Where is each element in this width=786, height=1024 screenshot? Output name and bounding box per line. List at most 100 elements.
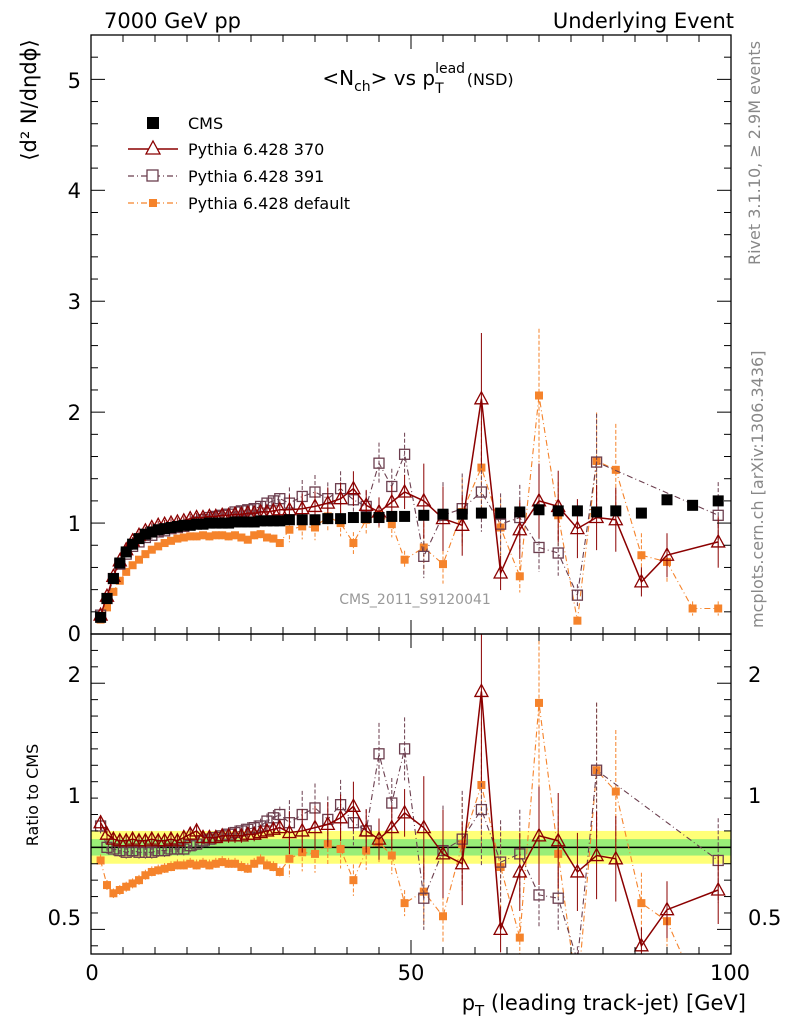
legend-entry-pythia-default: Pythia 6.428 default	[128, 194, 350, 213]
rivet-version-text: Rivet 3.1.10, ≥ 2.9M events	[745, 41, 764, 265]
main-point-pythia-6-428-default	[237, 533, 246, 542]
main-point-cms	[687, 499, 699, 511]
main-point-cms	[267, 515, 279, 527]
ratio-uncertainty-band	[91, 830, 731, 864]
ratio-point-pythia-6-428-default	[218, 858, 227, 867]
main-point-cms	[255, 515, 267, 527]
main-point-pythia-6-428-default	[688, 604, 697, 613]
title-sup-lead: lead	[435, 61, 465, 77]
main-point-pythia-6-428-default	[611, 465, 620, 474]
ratio-point-pythia-6-428-370	[473, 683, 489, 698]
main-point-pythia-6-428-default	[186, 532, 195, 541]
ratio-y-tick-2-right: 2	[748, 663, 761, 687]
main-point-pythia-6-428-default	[199, 531, 207, 540]
ratio-point-pythia-6-428-391	[146, 846, 158, 858]
main-point-pythia-6-428-370	[320, 494, 336, 509]
main-point-pythia-6-428-default	[263, 533, 271, 542]
ratio-point-pythia-6-428-370	[169, 832, 185, 847]
main-point-pythia-6-428-370	[272, 501, 288, 516]
ratio-point-pythia-6-428-370	[93, 814, 109, 829]
main-point-pythia-6-428-default	[439, 560, 447, 569]
legend: CMS Pythia 6.428 370 Pythia 6.428 391 Py…	[128, 114, 350, 213]
main-point-cms	[261, 515, 273, 527]
ratio-point-pythia-6-428-default	[135, 876, 143, 885]
main-point-cms	[437, 508, 449, 520]
ratio-y-tick-labels-left: 0.5 1 2	[48, 663, 81, 930]
title-sub-ch: ch	[354, 79, 371, 95]
main-point-cms	[133, 533, 145, 545]
main-point-pythia-6-428-370	[493, 564, 509, 579]
main-point-cms	[335, 513, 347, 525]
ratio-point-pythia-6-428-default	[269, 863, 278, 872]
main-point-cms	[661, 494, 673, 506]
x-tick-0: 0	[85, 961, 98, 985]
ratio-point-pythia-6-428-391	[533, 889, 545, 901]
main-point-pythia-6-428-370	[416, 492, 432, 507]
legend-label-pythia-391: Pythia 6.428 391	[188, 167, 324, 186]
ratio-point-pythia-6-428-370	[144, 830, 160, 845]
main-point-cms	[165, 522, 177, 534]
ratio-point-pythia-6-428-default	[128, 879, 137, 888]
main-point-pythia-6-428-391	[475, 486, 488, 498]
main-point-cms	[495, 507, 507, 519]
ratio-point-pythia-6-428-default	[173, 861, 182, 870]
ratio-point-pythia-6-428-default	[256, 856, 265, 865]
ratio-point-pythia-6-428-default	[192, 861, 201, 870]
main-point-pythia-6-428-default	[160, 539, 169, 548]
main-point-cms	[197, 518, 209, 530]
ratio-point-pythia-6-428-370	[176, 829, 192, 844]
main-point-cms	[610, 505, 622, 517]
main-point-pythia-6-428-391	[267, 495, 280, 507]
main-point-pythia-6-428-370	[608, 511, 624, 526]
main-point-pythia-6-428-default	[122, 567, 131, 576]
ratio-point-pythia-6-428-370	[384, 819, 400, 834]
main-point-cms	[274, 515, 286, 527]
legend-marker-cms	[147, 117, 159, 129]
main-point-pythia-6-428-370	[384, 493, 400, 508]
ratio-point-pythia-6-428-default	[231, 859, 239, 868]
ratio-point-pythia-6-428-default	[637, 899, 646, 908]
ratio-point-pythia-6-428-370	[569, 863, 585, 878]
ratio-point-pythia-6-428-391	[418, 892, 430, 904]
ratio-point-pythia-6-428-370	[589, 847, 605, 862]
ratio-point-pythia-6-428-default	[147, 867, 156, 876]
main-point-pythia-6-428-default	[592, 456, 601, 465]
ratio-point-pythia-6-428-370	[99, 825, 115, 840]
main-point-pythia-6-428-default	[147, 545, 156, 554]
main-point-cms	[712, 495, 724, 507]
main-point-pythia-6-428-default	[285, 525, 294, 534]
main-point-cms	[146, 526, 158, 538]
main-point-cms	[514, 506, 526, 518]
main-point-pythia-6-428-default	[387, 520, 396, 529]
main-point-pythia-6-428-default	[135, 555, 143, 564]
ratio-point-pythia-6-428-370	[182, 825, 198, 840]
main-point-cms	[139, 528, 151, 540]
main-point-pythia-6-428-default	[173, 534, 182, 543]
legend-label-pythia-default: Pythia 6.428 default	[188, 194, 350, 213]
ratio-point-pythia-6-428-default	[515, 933, 524, 942]
ratio-y-tick-05: 0.5	[48, 906, 81, 930]
main-point-pythia-6-428-391	[571, 589, 584, 601]
x-axis-title-main: p	[462, 991, 475, 1015]
ratio-point-pythia-6-428-default	[311, 849, 319, 858]
ratio-point-pythia-6-428-default	[250, 859, 259, 868]
main-point-pythia-6-428-default	[218, 531, 227, 540]
x-tick-labels: 0 50 100	[85, 961, 750, 985]
ratio-ylabel: Ratio to CMS	[23, 744, 42, 846]
main-point-pythia-6-428-391	[552, 547, 564, 559]
ratio-line-pythia-6-428-370	[99, 691, 719, 948]
main-point-pythia-6-428-default	[109, 587, 118, 596]
main-point-cms	[418, 509, 430, 521]
main-point-pythia-6-428-default	[573, 616, 582, 625]
ratio-point-pythia-6-428-default	[103, 881, 111, 890]
ratio-point-pythia-6-428-391	[590, 764, 603, 776]
main-point-cms	[533, 504, 545, 516]
x-axis-title: pT (leading track-jet) [GeV]	[462, 991, 746, 1020]
ratio-y-tick-05-right: 0.5	[748, 906, 781, 930]
main-point-cms	[178, 519, 190, 531]
ratio-point-pythia-6-428-default	[109, 889, 118, 898]
ratio-point-pythia-6-428-370	[493, 921, 509, 936]
title-sub-t: T	[434, 81, 444, 97]
main-point-pythia-6-428-default	[141, 550, 150, 559]
main-point-pythia-6-428-370	[307, 498, 323, 513]
